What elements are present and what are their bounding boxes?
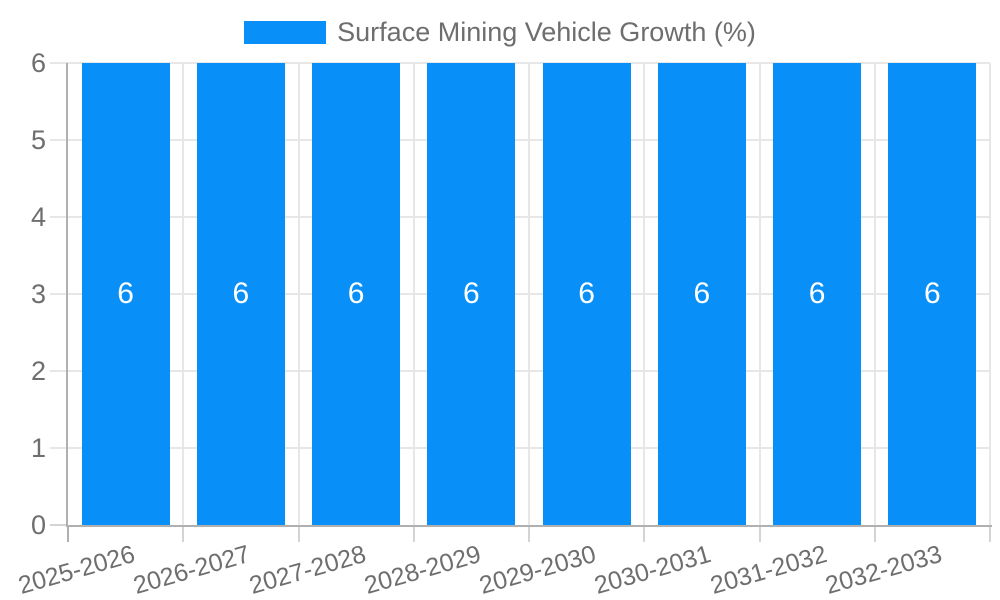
bar-value-label: 6	[347, 277, 365, 310]
bar[interactable]	[657, 63, 746, 525]
x-tick-label: 2028-2029	[361, 540, 484, 600]
x-tick-label: 2027-2028	[245, 540, 369, 600]
x-tick	[643, 525, 646, 542]
y-tick-label: 0	[30, 510, 46, 540]
y-tick-label: 6	[30, 48, 46, 78]
x-tick	[989, 525, 991, 542]
x-tick-label: 2029-2030	[476, 540, 600, 600]
x-tick-label: 2032-2033	[822, 540, 945, 600]
bar-value-label: 6	[117, 277, 134, 310]
x-tick-label: 2026-2027	[130, 540, 254, 600]
x-tick-label: 2025-2026	[15, 540, 139, 600]
x-gridline	[412, 63, 415, 525]
x-gridline	[758, 63, 761, 525]
x-tick	[528, 525, 530, 542]
bar-value-label: 6	[463, 277, 480, 310]
bar[interactable]	[196, 63, 285, 525]
bar[interactable]	[312, 63, 401, 525]
x-gridline	[297, 63, 300, 525]
bar[interactable]	[427, 63, 516, 525]
x-tick	[873, 525, 876, 542]
x-gridline	[989, 63, 991, 525]
bar-value-label: 6	[693, 277, 711, 310]
bar[interactable]	[81, 63, 170, 525]
legend-swatch-icon	[244, 20, 327, 44]
y-tick-label: 5	[30, 125, 46, 155]
x-gridline	[528, 63, 530, 525]
chart-legend: Surface Mining Vehicle Growth (%)	[0, 18, 1000, 46]
x-tick	[182, 525, 185, 542]
y-gridline	[50, 370, 990, 372]
x-gridline	[182, 63, 185, 525]
bar-value-label: 6	[924, 277, 941, 310]
y-gridline	[50, 216, 990, 218]
bar[interactable]	[888, 63, 977, 525]
bar[interactable]	[542, 63, 631, 525]
x-gridline	[873, 63, 876, 525]
y-gridline	[50, 62, 990, 64]
legend-item[interactable]: Surface Mining Vehicle Growth (%)	[244, 18, 756, 46]
x-tick-label: 2031-2032	[706, 540, 830, 600]
y-tick-label: 2	[30, 356, 46, 386]
x-gridline	[643, 63, 646, 525]
x-axis-line	[66, 525, 992, 527]
y-tick-label: 3	[30, 279, 46, 309]
x-tick	[297, 525, 300, 542]
y-gridline	[50, 447, 990, 449]
bar-value-label: 6	[808, 277, 826, 310]
y-tick-label: 1	[30, 433, 46, 463]
bar-value-label: 6	[232, 277, 250, 310]
y-tick-label: 4	[30, 202, 46, 232]
x-tick	[412, 525, 415, 542]
legend-label: Surface Mining Vehicle Growth (%)	[337, 17, 756, 47]
x-tick	[758, 525, 761, 542]
y-tick	[50, 524, 68, 526]
x-tick-label: 2030-2031	[591, 540, 715, 600]
x-tick	[67, 525, 69, 542]
bar[interactable]	[773, 63, 862, 525]
y-axis-line	[66, 63, 68, 525]
y-gridline	[50, 293, 990, 295]
bar-value-label: 6	[578, 277, 595, 310]
y-gridline	[50, 139, 990, 141]
